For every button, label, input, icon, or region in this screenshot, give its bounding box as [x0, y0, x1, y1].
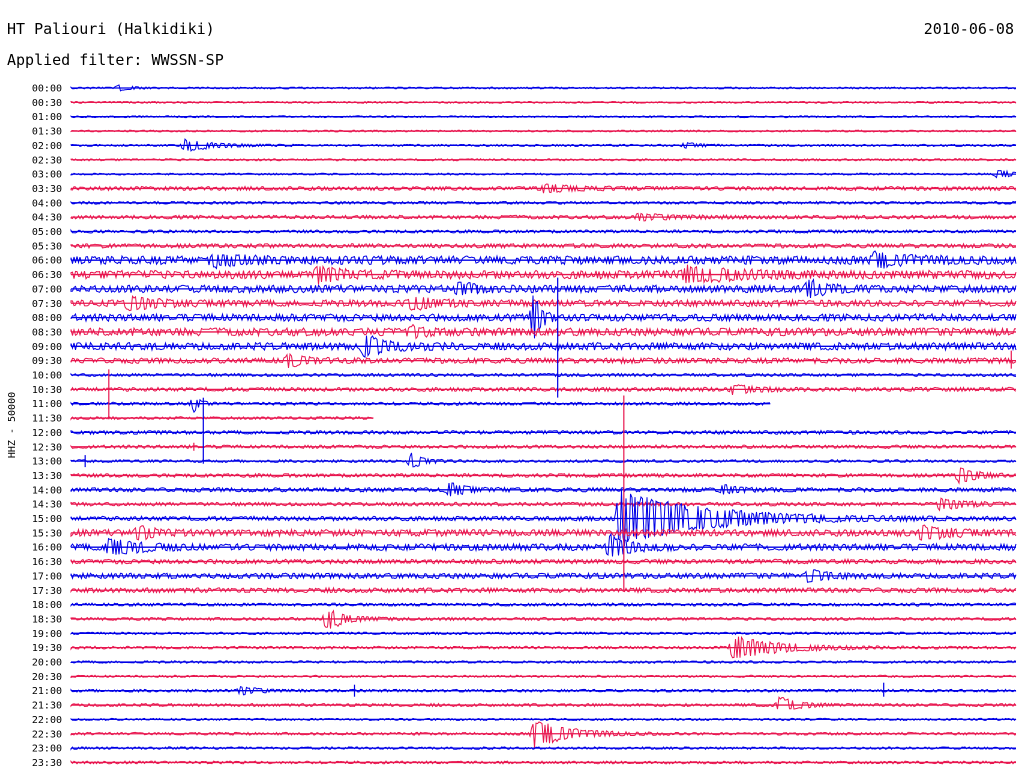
time-tick-label: 13:30 [32, 471, 62, 482]
time-tick-label: 22:00 [32, 715, 62, 726]
time-tick-label: 21:00 [32, 686, 62, 697]
time-tick-label: 15:00 [32, 514, 62, 525]
time-tick-label: 22:30 [32, 729, 62, 740]
time-tick-label: 02:00 [32, 141, 62, 152]
time-tick-label: 00:00 [32, 84, 62, 95]
time-tick-label: 12:00 [32, 428, 62, 439]
time-tick-label: 15:30 [32, 528, 62, 539]
trace-row-2000 [70, 659, 1017, 665]
trace-row-1100 [70, 398, 771, 414]
trace-row-0800 [70, 295, 1017, 339]
trace-row-1730 [70, 586, 1017, 595]
time-tick-label: 06:00 [32, 256, 62, 267]
time-tick-label: 04:30 [32, 213, 62, 224]
time-tick-label: 11:00 [32, 399, 62, 410]
time-tick-label: 01:00 [32, 112, 62, 123]
time-tick-label: 10:30 [32, 385, 62, 396]
record-date: 2010-06-08 [923, 20, 1014, 38]
time-tick-label: 05:00 [32, 227, 62, 238]
time-tick-label: 16:00 [32, 543, 62, 554]
time-tick-label: 08:00 [32, 313, 62, 324]
seismic-traces [70, 84, 1017, 765]
time-tick-label: 10:00 [32, 371, 62, 382]
time-tick-label: 01:30 [32, 127, 62, 138]
time-tick-label: 17:30 [32, 586, 62, 597]
trace-row-2230 [70, 721, 1017, 749]
trace-row-0530 [70, 242, 1016, 250]
trace-row-1300 [70, 452, 1017, 468]
time-tick-label: 09:00 [32, 342, 62, 353]
time-tick-label: 11:30 [32, 414, 62, 425]
trace-row-0930 [70, 352, 1017, 369]
trace-row-1400 [70, 482, 1017, 497]
time-tick-label: 20:00 [32, 658, 62, 669]
time-tick-label: 06:30 [32, 270, 62, 281]
time-tick-label: 03:30 [32, 184, 62, 195]
filter-subtitle: Applied filter: WWSSN-SP [7, 51, 224, 69]
time-tick-label: 07:00 [32, 284, 62, 295]
time-tick-label: 07:30 [32, 299, 62, 310]
trace-row-1830 [70, 609, 1017, 629]
trace-row-0900 [70, 335, 1017, 358]
time-tick-label: 12:30 [32, 442, 62, 453]
time-tick-label: 21:30 [32, 701, 62, 712]
time-tick-label: 04:00 [32, 198, 62, 209]
time-tick-label: 14:00 [32, 485, 62, 496]
trace-row-1700 [70, 569, 1017, 583]
y-axis-label: HHZ - 50000 [7, 392, 18, 458]
time-tick-labels: 00:00 00:30 01:00 01:30 02:00 02:30 03:00 03:30… [32, 84, 62, 769]
time-tick-label: 08:30 [32, 327, 62, 338]
station-title: HT Paliouri (Halkidiki) [7, 20, 215, 38]
trace-row-1600 [70, 532, 1017, 557]
time-tick-label: 18:30 [32, 614, 62, 625]
time-tick-label: 17:00 [32, 571, 62, 582]
trace-row-2130 [70, 696, 1017, 710]
time-tick-label: 13:00 [32, 457, 62, 468]
time-tick-label: 03:00 [32, 170, 62, 181]
time-tick-label: 20:30 [32, 672, 62, 683]
time-tick-label: 14:30 [32, 500, 62, 511]
time-tick-label: 23:30 [32, 758, 62, 769]
time-tick-label: 02:30 [32, 155, 62, 166]
trace-row-1800 [70, 602, 1017, 608]
time-tick-label: 18:00 [32, 600, 62, 611]
time-tick-label: 19:00 [32, 629, 62, 640]
time-tick-label: 00:30 [32, 98, 62, 109]
time-tick-label: 23:00 [32, 744, 62, 755]
time-tick-label: 16:30 [32, 557, 62, 568]
time-tick-label: 09:30 [32, 356, 62, 367]
trace-row-0830 [70, 323, 1017, 340]
time-tick-label: 19:30 [32, 643, 62, 654]
time-tick-label: 05:30 [32, 241, 62, 252]
